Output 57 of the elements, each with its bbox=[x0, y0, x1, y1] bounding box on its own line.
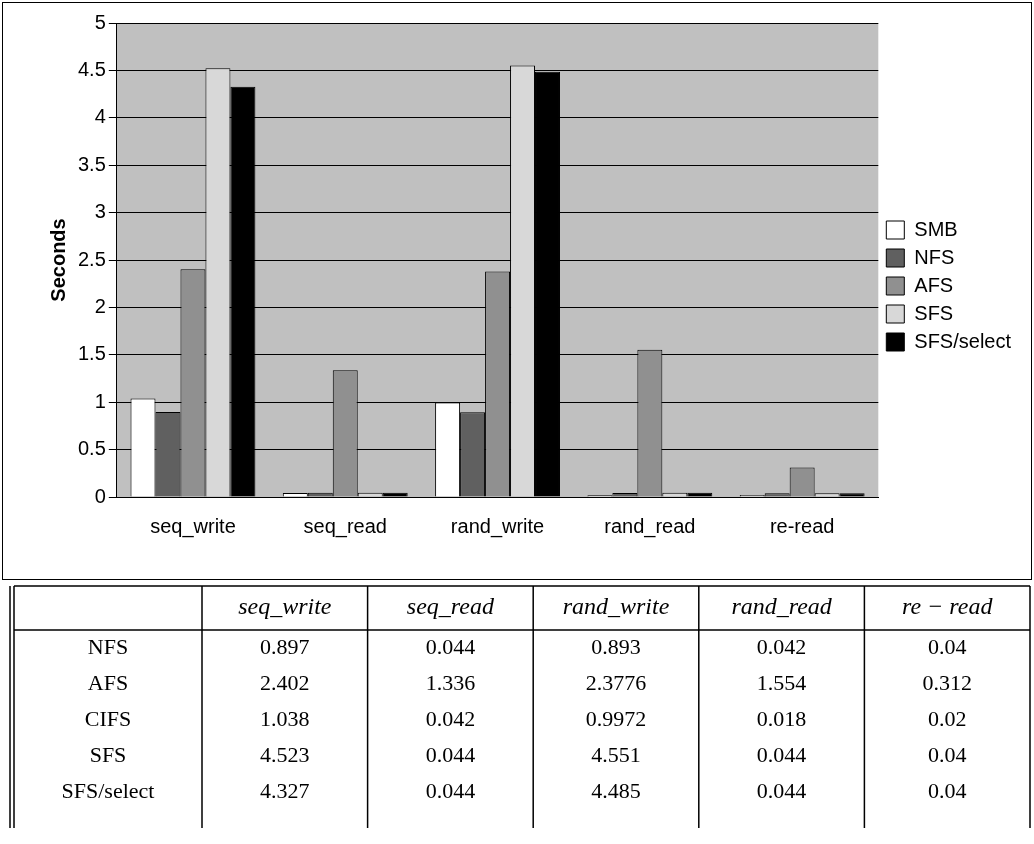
data-label: 0.018 bbox=[756, 705, 807, 731]
y-axis-title: Seconds bbox=[46, 218, 69, 302]
data-label: 0.044 bbox=[756, 741, 807, 767]
data-label: 0.893 bbox=[591, 633, 641, 659]
legend-label: SFS bbox=[914, 301, 954, 324]
x-tick-label: rand_write bbox=[562, 593, 670, 620]
legend-label: AFS bbox=[914, 273, 954, 296]
x-tick-label: re-read bbox=[769, 514, 835, 537]
data-label: 1.554 bbox=[756, 669, 807, 695]
x-tick-label: seq_read bbox=[303, 514, 387, 538]
data-label: 0.044 bbox=[425, 777, 476, 803]
data-label: 0.02 bbox=[927, 705, 967, 731]
x-tick-label: rand_read bbox=[604, 514, 696, 538]
data-label: 0.312 bbox=[922, 669, 972, 695]
x-tick-label: rand_write bbox=[450, 514, 545, 538]
data-label: 0.04 bbox=[927, 741, 967, 767]
y-tick-label: 0.5 bbox=[77, 437, 106, 460]
y-tick-label: 2 bbox=[94, 294, 106, 317]
data-label: 0.044 bbox=[425, 633, 476, 659]
data-label: 0.04 bbox=[927, 633, 967, 659]
legend-label: SFS/select bbox=[914, 329, 1012, 352]
y-tick-label: SFS bbox=[89, 741, 127, 767]
x-tick-label: rand_read bbox=[731, 593, 833, 620]
data-label: 0.04 bbox=[927, 777, 967, 803]
y-tick-label: 1.5 bbox=[77, 342, 106, 365]
y-tick-label: CIFS bbox=[84, 705, 132, 731]
data-label: 1.038 bbox=[260, 705, 310, 731]
y-tick-label: 3 bbox=[94, 200, 106, 223]
y-tick-label: 1 bbox=[94, 389, 106, 412]
x-tick-label: seq_write bbox=[238, 593, 332, 620]
y-tick-label: 0 bbox=[94, 484, 106, 507]
data-label: 1.336 bbox=[425, 669, 476, 695]
y-tick-label: 4 bbox=[94, 105, 106, 128]
data-label: 4.523 bbox=[260, 741, 310, 767]
x-tick-label: re − read bbox=[902, 593, 994, 620]
y-tick-label: 3.5 bbox=[77, 152, 106, 175]
data-label: 4.327 bbox=[260, 777, 310, 803]
data-label: 4.485 bbox=[591, 777, 641, 803]
data-label: 0.042 bbox=[425, 705, 476, 731]
data-label: 0.897 bbox=[260, 633, 310, 659]
y-tick-label: 5 bbox=[94, 10, 106, 33]
legend-label: NFS bbox=[914, 245, 955, 268]
data-label: 2.402 bbox=[260, 669, 310, 695]
data-label: 0.9972 bbox=[585, 705, 647, 731]
data-label: 4.551 bbox=[591, 741, 641, 767]
data-label: 0.044 bbox=[425, 741, 476, 767]
y-tick-label: NFS bbox=[87, 633, 129, 659]
y-tick-label: AFS bbox=[87, 669, 129, 695]
y-tick-label: SFS/select bbox=[61, 777, 155, 803]
legend-label: SMB bbox=[914, 217, 958, 240]
data-label: 0.044 bbox=[756, 777, 807, 803]
y-tick-label: 4.5 bbox=[77, 57, 106, 80]
data-label: 2.3776 bbox=[585, 669, 647, 695]
data-label: 0.042 bbox=[756, 633, 807, 659]
y-tick-label: 2.5 bbox=[77, 247, 106, 270]
x-tick-label: seq_read bbox=[406, 593, 495, 620]
x-tick-label: seq_write bbox=[150, 514, 236, 538]
